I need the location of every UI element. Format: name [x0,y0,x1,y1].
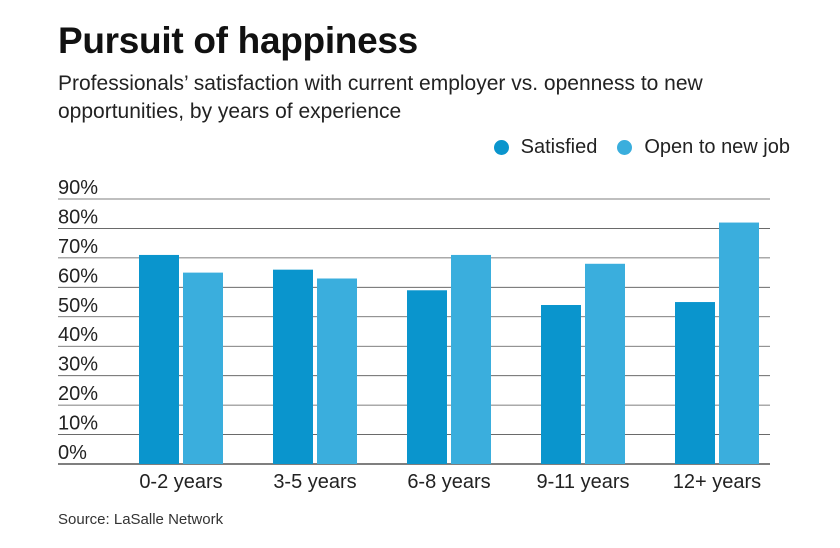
x-tick-label: 12+ years [673,471,761,493]
legend-label-satisfied: Satisfied [520,136,598,158]
legend-swatch-open-to-new-job [617,140,633,155]
legend-item-open-to-new-job: Open to new job [617,136,790,159]
x-tick-label: 3-5 years [273,471,356,493]
chart-title: Pursuit of happiness [58,20,418,61]
bars [139,222,759,464]
bar-satisfied-3-5-years [273,269,313,464]
y-tick-label: 50% [58,295,98,317]
bar-open-to-new-job-3-5-years [317,278,357,464]
y-tick-label: 60% [58,265,98,287]
bar-open-to-new-job-12+-years [719,222,759,464]
source-note: Source: LaSalle Network [58,511,224,528]
bar-satisfied-0-2-years [139,254,179,464]
y-tick-label: 10% [58,413,98,435]
legend-item-satisfied: Satisfied [493,136,598,159]
bar-satisfied-6-8-years [407,290,447,464]
y-tick-label: 0% [58,442,87,464]
chart-legend: Satisfied Open to new job [474,136,790,159]
x-tick-label: 9-11 years [536,471,629,493]
y-tick-label: 20% [58,383,98,405]
legend-label-open-to-new-job: Open to new job [644,136,790,158]
y-tick-label: 30% [58,354,98,376]
x-tick-label: 0-2 years [139,471,222,493]
x-tick-label: 6-8 years [407,471,490,493]
bar-satisfied-9-11-years [541,305,581,464]
y-axis-tick-labels: 0% 10% 20% 30% 40% 50% 60% 70% 80% 90% [58,177,98,464]
bar-open-to-new-job-9-11-years [585,263,625,464]
y-tick-label: 80% [58,206,98,228]
legend-swatch-satisfied [493,140,509,155]
x-axis-tick-labels: 0-2 years 3-5 years 6-8 years 9-11 years 12+… [139,471,761,493]
bar-open-to-new-job-6-8-years [451,254,491,464]
chart-subtitle: Professionals’ satisfaction with current… [58,72,703,123]
y-tick-label: 40% [58,324,98,346]
y-tick-label: 70% [58,236,98,258]
y-tick-label: 90% [58,177,98,199]
bar-open-to-new-job-0-2-years [183,272,223,464]
bar-satisfied-12+-years [675,302,715,464]
